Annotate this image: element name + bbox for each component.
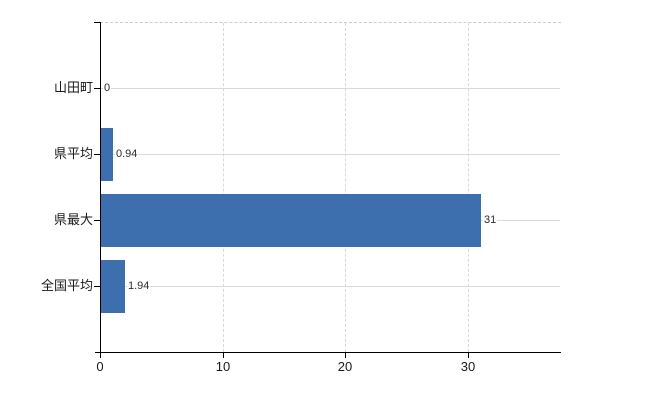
x-axis	[95, 352, 561, 353]
x-axis-tick	[100, 353, 101, 358]
bar-2	[101, 128, 113, 181]
horizontal-gridline	[101, 154, 560, 155]
horizontal-gridline	[101, 88, 560, 89]
category-label: 山田町	[53, 80, 93, 95]
x-axis-tick-label: 20	[337, 359, 353, 374]
vertical-gridline	[345, 23, 346, 352]
bar-4	[101, 260, 125, 313]
category-label: 県最大	[53, 212, 93, 227]
plot-top-border	[100, 22, 561, 23]
bar-value-label: 0	[103, 81, 112, 95]
y-axis-tick	[94, 154, 100, 155]
category-label: 全国平均	[40, 278, 93, 293]
y-axis	[100, 22, 101, 353]
bar-value-label: 0.94	[115, 147, 139, 161]
y-axis-tick	[94, 286, 100, 287]
x-axis-tick	[345, 353, 346, 358]
y-axis-tick	[94, 220, 100, 221]
x-axis-tick	[468, 353, 469, 358]
x-axis-tick-label: 30	[460, 359, 476, 374]
vertical-gridline	[468, 23, 469, 352]
vertical-gridline	[223, 23, 224, 352]
bar-value-label: 31	[483, 213, 498, 227]
y-axis-tick	[94, 88, 100, 89]
category-label: 県平均	[53, 146, 93, 161]
y-axis-top-tick	[94, 22, 100, 23]
x-axis-tick-label: 10	[215, 359, 231, 374]
x-axis-tick	[223, 353, 224, 358]
bar-3	[101, 194, 481, 247]
horizontal-gridline	[101, 286, 560, 287]
bar-value-label: 1.94	[127, 279, 151, 293]
x-axis-tick-label: 0	[96, 359, 104, 374]
